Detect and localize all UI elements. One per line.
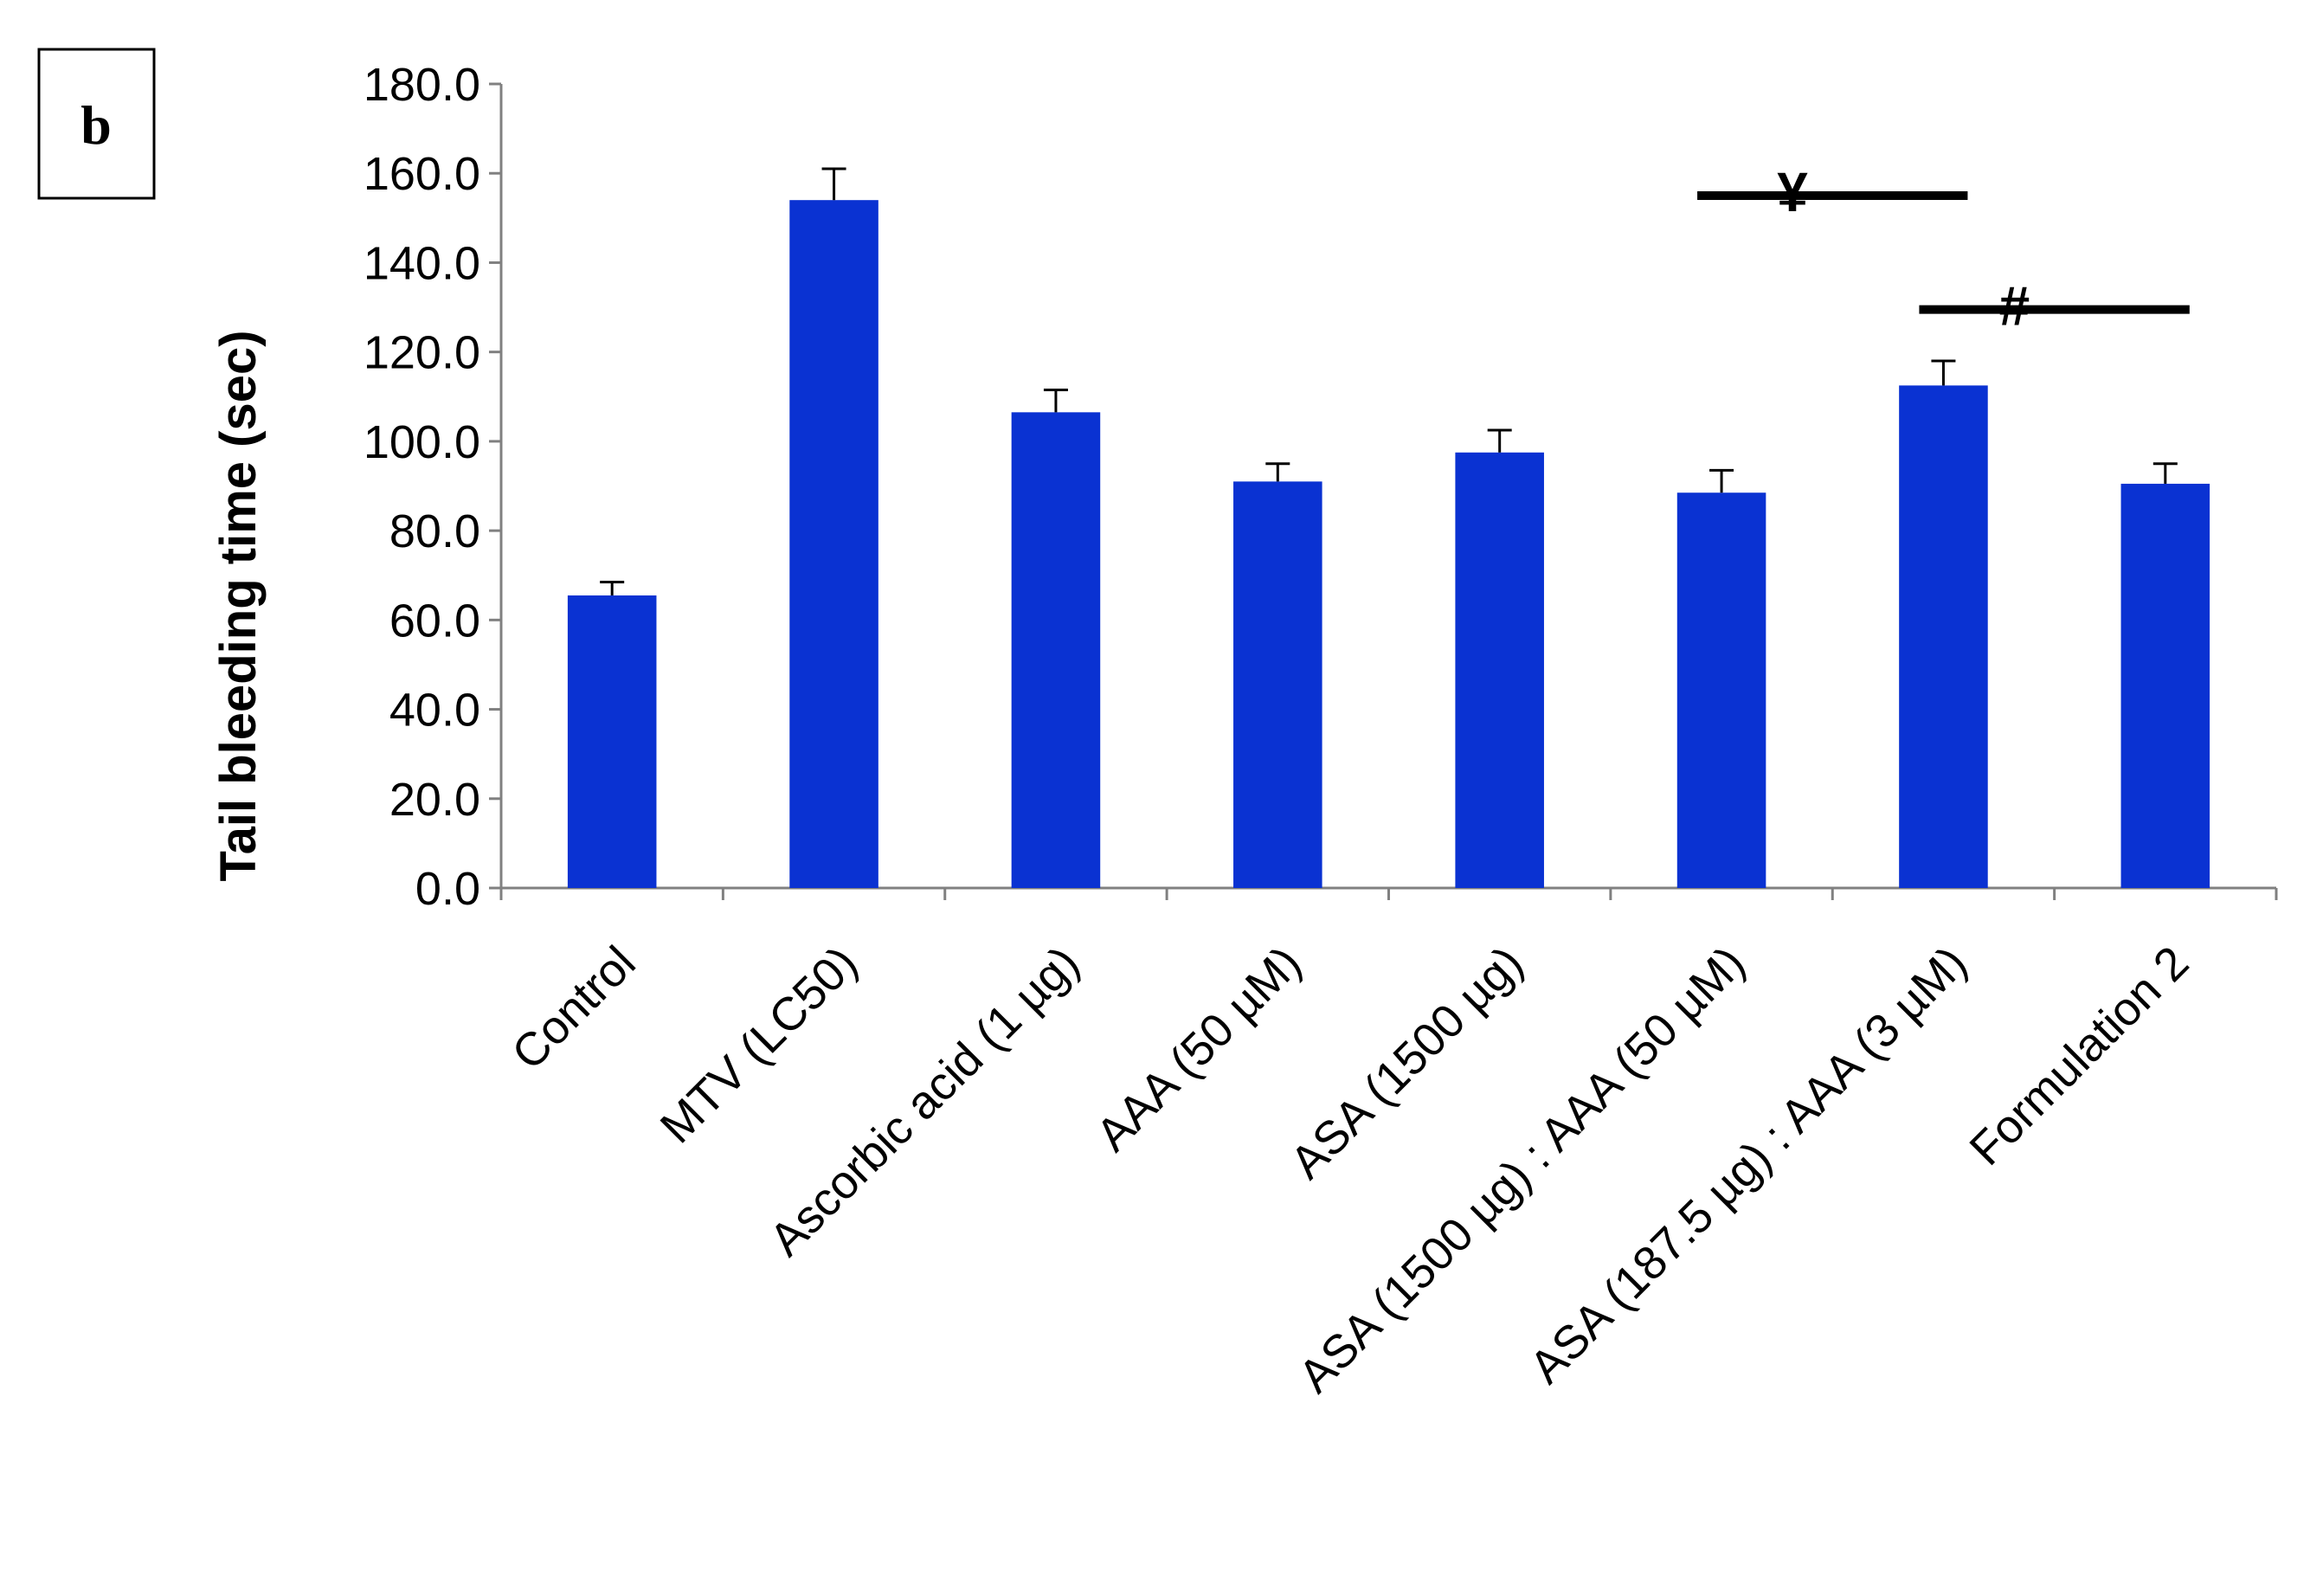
panel-label-box [37, 48, 156, 200]
x-category-label: ASA (187.5 µg) : AAA (3 µM) [1520, 936, 1977, 1393]
y-ticks: 0.0 20.0 40.0 60.0 80.0 100.0 120.0 140.0 160.0 1… [364, 59, 501, 915]
bar [2120, 483, 2210, 888]
y-tick-label: 160.0 [364, 148, 480, 200]
bar [1455, 452, 1544, 888]
y-tick-label: 40.0 [389, 685, 480, 737]
y-tick-label: 100.0 [364, 416, 480, 468]
y-tick-label: 0.0 [415, 863, 480, 915]
x-category-label: ASA (1500 µg) [1281, 936, 1534, 1189]
bar [1233, 481, 1322, 888]
axes [499, 84, 2278, 900]
y-tick-label: 80.0 [389, 505, 480, 557]
bars [567, 200, 2210, 888]
significance-symbol: ¥ [1777, 161, 1808, 223]
x-category-labels: Control MTV (LC50)Ascorbic acid (1 µg)AAA… [502, 936, 2198, 1403]
y-axis-title: Tail bleeding time (sec) [210, 330, 267, 881]
x-category-label: Control [502, 936, 646, 1080]
bar [567, 595, 657, 888]
y-tick-label: 180.0 [364, 59, 480, 111]
significance-symbol: # [1999, 275, 2030, 338]
significance-markers: ¥# [1697, 161, 2190, 338]
y-tick-label: 20.0 [389, 774, 480, 826]
x-category-label: ASA (1500 µg) : AAA (50 µM) [1289, 936, 1755, 1403]
bar [789, 200, 878, 888]
x-category-label: AAA (50 µM) [1086, 936, 1311, 1162]
error-bars [600, 167, 2178, 595]
x-category-label: Formulation 2 [1959, 936, 2198, 1175]
bar [1676, 492, 1766, 888]
y-tick-label: 140.0 [364, 237, 480, 289]
panel-label: b [80, 94, 112, 156]
y-tick-label: 120.0 [364, 327, 480, 379]
y-tick-label: 60.0 [389, 595, 480, 647]
bar [1011, 412, 1101, 888]
x-category-label: MTV (LC50) [651, 936, 867, 1153]
bar [1899, 385, 1988, 888]
